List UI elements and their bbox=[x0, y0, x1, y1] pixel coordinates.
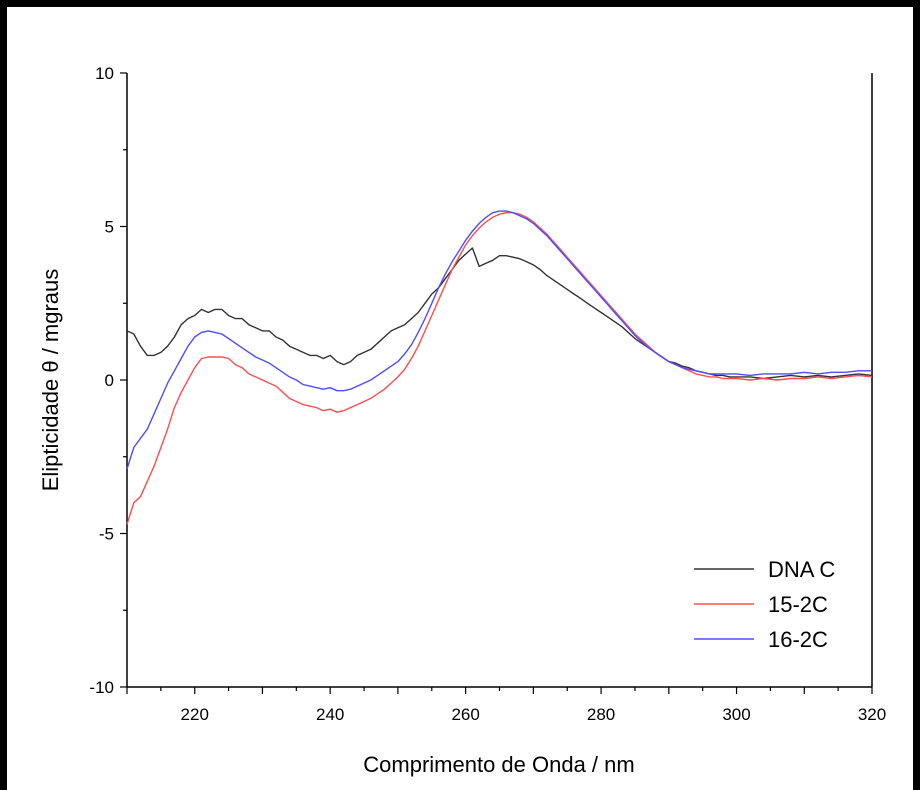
x-tick-label: 300 bbox=[722, 705, 750, 724]
series-line-1 bbox=[126, 247, 873, 380]
series-line-2 bbox=[126, 211, 873, 525]
y-tick-label: -5 bbox=[99, 525, 114, 544]
y-tick-label: 0 bbox=[105, 371, 114, 390]
x-ticks: 220 240 260 280 300 320 bbox=[126, 687, 886, 724]
legend-label-1: DNA C bbox=[768, 557, 835, 582]
y-ticks: -10 -5 0 5 10 bbox=[89, 64, 127, 697]
x-tick-label: 320 bbox=[858, 705, 886, 724]
x-tick-label: 280 bbox=[587, 705, 615, 724]
x-tick-label: 240 bbox=[316, 705, 344, 724]
y-tick-label: 10 bbox=[95, 64, 114, 83]
legend-label-2: 15-2C bbox=[768, 592, 828, 617]
plot-area: 220 240 260 280 300 320 -10 -5 0 5 10 bbox=[89, 64, 886, 724]
legend: DNA C 15-2C 16-2C bbox=[694, 557, 835, 652]
x-tick-label: 220 bbox=[181, 705, 209, 724]
y-tick-label: 5 bbox=[105, 218, 114, 237]
legend-label-3: 16-2C bbox=[768, 627, 828, 652]
y-tick-label: -10 bbox=[89, 678, 114, 697]
series-lines bbox=[126, 210, 873, 525]
x-tick-label: 260 bbox=[451, 705, 479, 724]
series-line-3 bbox=[126, 210, 872, 470]
x-axis-title: Comprimento de Onda / nm bbox=[363, 752, 634, 777]
y-axis-title: Elipticidade θ / mgraus bbox=[38, 269, 63, 492]
